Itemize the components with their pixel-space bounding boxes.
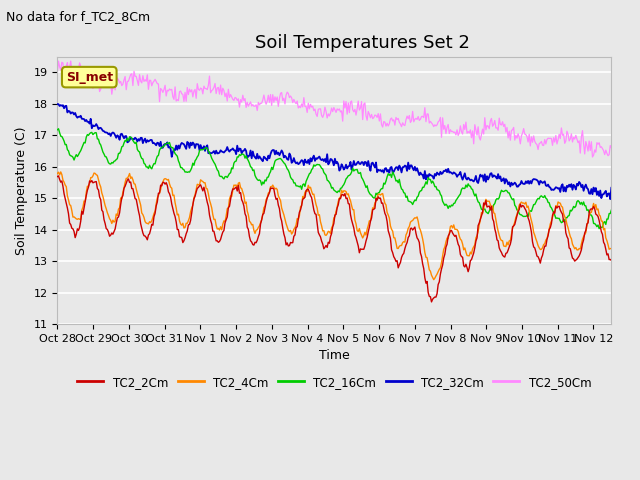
Text: SI_met: SI_met (66, 71, 113, 84)
Title: Soil Temperatures Set 2: Soil Temperatures Set 2 (255, 34, 470, 52)
X-axis label: Time: Time (319, 349, 349, 362)
Text: No data for f_TC2_8Cm: No data for f_TC2_8Cm (6, 10, 150, 23)
Y-axis label: Soil Temperature (C): Soil Temperature (C) (15, 126, 28, 254)
Legend: TC2_2Cm, TC2_4Cm, TC2_16Cm, TC2_32Cm, TC2_50Cm: TC2_2Cm, TC2_4Cm, TC2_16Cm, TC2_32Cm, TC… (73, 371, 596, 393)
